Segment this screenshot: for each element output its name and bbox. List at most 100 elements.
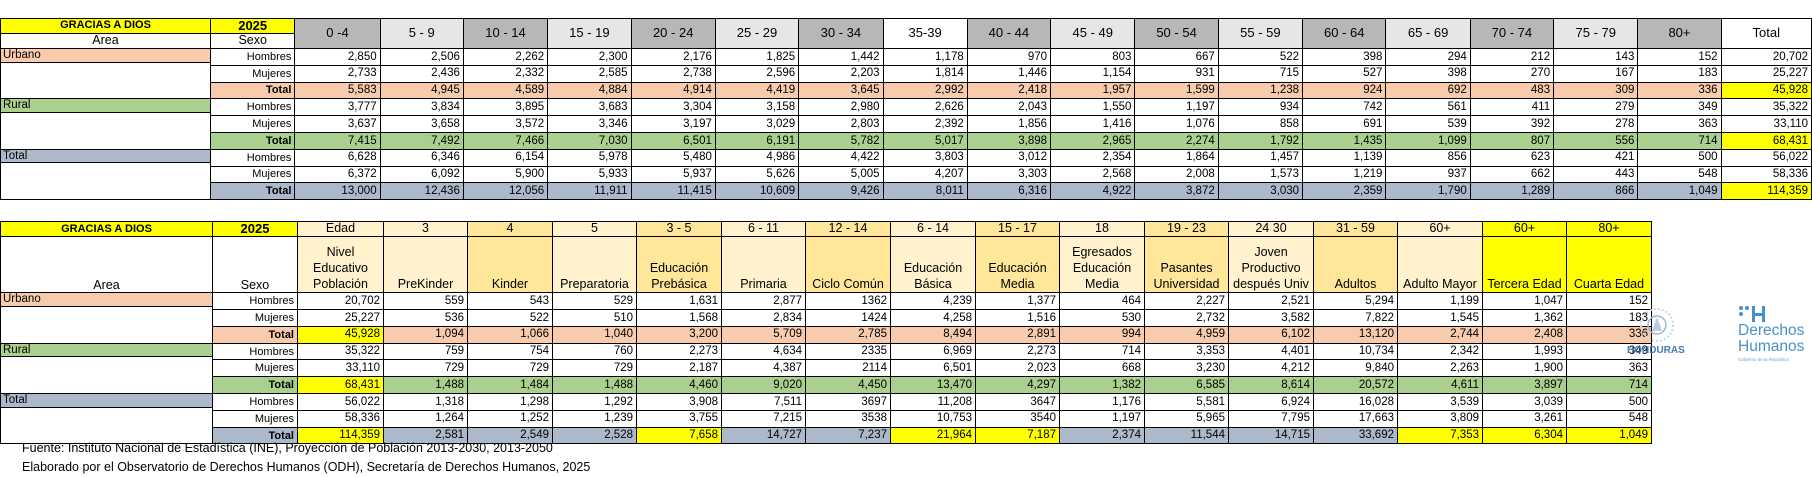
value-cell: 212 xyxy=(1469,48,1555,66)
value-cell: 2,043 xyxy=(966,98,1052,117)
value-cell: 856 xyxy=(1385,148,1471,167)
age-range-header: 12 - 14 xyxy=(805,220,891,238)
value-cell: 2,008 xyxy=(1134,165,1219,184)
value-cell: 6,304 xyxy=(1482,426,1567,445)
value-cell: 5,978 xyxy=(547,148,632,167)
age-range-header: 60+ xyxy=(1482,220,1567,238)
value-cell: 6,372 xyxy=(294,165,381,184)
value-cell: 13,120 xyxy=(1313,325,1398,344)
value-cell: 1,435 xyxy=(1302,132,1387,150)
value-cell: 421 xyxy=(1553,148,1639,167)
value-cell: 3697 xyxy=(805,393,891,411)
age-group-header: 25 - 29 xyxy=(714,17,800,50)
value-cell: 2,342 xyxy=(1397,342,1483,361)
value-cell: 464 xyxy=(1059,292,1145,311)
value-cell: 2,965 xyxy=(1050,132,1136,150)
value-cell: 14,715 xyxy=(1228,426,1314,445)
value-cell: 2,227 xyxy=(1144,292,1229,311)
value-cell: 4,422 xyxy=(798,148,884,167)
education-level-header: Preparatoria xyxy=(552,236,637,294)
age-group-header: 80+ xyxy=(1637,17,1722,50)
value-cell: 1424 xyxy=(805,309,891,327)
value-cell: 3,834 xyxy=(379,98,464,117)
header-row: GRACIAS A DIOS Area 2025 Sexo 0 -4 5 - 9 10 - … xyxy=(0,17,1812,50)
value-cell: 12,056 xyxy=(462,182,549,201)
age-range-header: 60+ xyxy=(1397,220,1483,238)
table-row: Total 68,431 1,488 1,484 1,488 4,460 9,020 4,45… xyxy=(1,376,1652,395)
age-group-header: 5 - 9 xyxy=(379,17,464,50)
value-cell: 667 xyxy=(1134,48,1219,66)
value-cell: 294 xyxy=(1385,48,1471,66)
value-cell: 714 xyxy=(1566,376,1652,395)
value-cell: 1,792 xyxy=(1217,132,1304,150)
value-cell: 4,634 xyxy=(721,342,806,361)
value-cell: 2,263 xyxy=(1397,359,1483,378)
value-cell: 4,212 xyxy=(1228,359,1314,378)
value-cell: 3,030 xyxy=(1217,182,1304,201)
value-cell: 3,908 xyxy=(636,393,722,411)
value-cell: 2,528 xyxy=(552,426,637,445)
value-cell: 6,969 xyxy=(890,342,976,361)
value-cell: 20,702 xyxy=(1720,48,1812,66)
value-cell: 7,466 xyxy=(462,132,549,150)
value-cell: 714 xyxy=(1637,132,1722,150)
value-cell: 3,897 xyxy=(1482,376,1567,395)
value-cell: 742 xyxy=(1302,98,1387,117)
value-cell: 25,227 xyxy=(1720,64,1812,83)
education-level-header: PreKinder xyxy=(383,236,468,294)
value-cell: 11,415 xyxy=(630,182,716,201)
value-cell: 3,582 xyxy=(1228,309,1314,327)
value-cell: 2,744 xyxy=(1397,325,1483,344)
age-group-header: 35-39 xyxy=(882,17,968,50)
value-cell: 1,814 xyxy=(882,64,968,83)
value-cell: 58,336 xyxy=(1720,165,1812,184)
value-cell: 8,494 xyxy=(890,325,976,344)
sexo-cell: Total xyxy=(209,132,296,150)
value-cell: 5,937 xyxy=(630,165,716,184)
value-cell: 392 xyxy=(1469,115,1555,134)
value-cell: 931 xyxy=(1134,64,1219,83)
sexo-cell: Mujeres xyxy=(209,64,296,83)
dh-mark-icon xyxy=(1739,306,1765,322)
value-cell: 363 xyxy=(1637,115,1722,134)
value-cell: 994 xyxy=(1059,325,1145,344)
value-cell: 3,012 xyxy=(966,148,1052,167)
area-header: Area xyxy=(1,33,210,48)
age-group-header: 20 - 24 xyxy=(630,17,716,50)
value-cell: 6,102 xyxy=(1228,325,1314,344)
value-cell: 1,197 xyxy=(1134,98,1219,117)
header-row: Area Sexo Nivel Educativo Población PreKind… xyxy=(0,236,1652,294)
value-cell: 143 xyxy=(1553,48,1639,66)
value-cell: 1,550 xyxy=(1050,98,1136,117)
age-group-header: 50 - 54 xyxy=(1134,17,1219,50)
value-cell: 4,611 xyxy=(1397,376,1483,395)
value-cell: 662 xyxy=(1469,165,1555,184)
table-row: Total 13,000 12,436 12,056 11,911 11,415 10,60… xyxy=(1,182,1812,201)
value-cell: 56,022 xyxy=(297,393,384,411)
age-range-header: 80+ xyxy=(1566,220,1652,238)
area-cell: Total xyxy=(0,393,213,445)
value-cell: 3540 xyxy=(975,409,1060,428)
value-cell: 5,581 xyxy=(1144,393,1229,411)
value-cell: 2,521 xyxy=(1228,292,1314,311)
value-cell: 411 xyxy=(1469,98,1555,117)
age-group-header: 45 - 49 xyxy=(1050,17,1136,50)
value-cell: 561 xyxy=(1385,98,1471,117)
value-cell: 4,922 xyxy=(1050,182,1136,201)
table-row: Mujeres 2,733 2,436 2,332 2,585 2,738 2,596 2,2… xyxy=(1,64,1812,83)
value-cell: 1,252 xyxy=(467,409,553,428)
value-cell: 2,585 xyxy=(547,64,632,83)
value-cell: 7,822 xyxy=(1313,309,1398,327)
value-cell: 1,825 xyxy=(714,48,800,66)
value-cell: 1,457 xyxy=(1217,148,1304,167)
education-level-header: Nivel Educativo Población xyxy=(297,236,384,294)
value-cell: 729 xyxy=(552,359,637,378)
value-cell: 21,964 xyxy=(890,426,976,445)
value-cell: 1,094 xyxy=(383,325,468,344)
sexo-cell: Hombres xyxy=(212,393,298,411)
value-cell: 5,017 xyxy=(882,132,968,150)
sexo-cell: Mujeres xyxy=(212,359,298,378)
value-cell: 556 xyxy=(1553,132,1639,150)
sexo-cell: Total xyxy=(212,376,298,395)
value-cell: 2,273 xyxy=(636,342,722,361)
